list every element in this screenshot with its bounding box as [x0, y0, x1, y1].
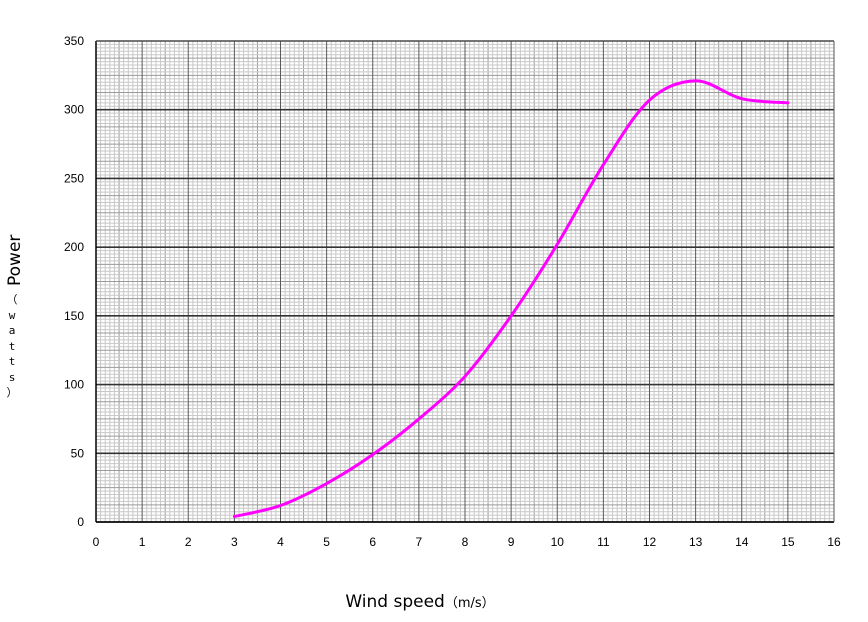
x-tick-label: 11 — [597, 535, 610, 549]
data-point — [786, 101, 790, 105]
y-tick-label: 100 — [64, 378, 84, 392]
x-tick-label: 16 — [827, 535, 841, 549]
x-tick-label: 8 — [462, 535, 469, 549]
data-point — [279, 504, 282, 507]
x-axis-title-text: Wind speed — [345, 592, 445, 612]
data-point — [509, 314, 513, 318]
x-axis-unit: （m/s） — [444, 596, 495, 611]
x-tick-labels: 0 1 2 3 4 5 6 7 8 9 10 11 12 13 14 15 16 — [93, 535, 841, 549]
y-axis-unit: （ w a t t s ） — [6, 293, 18, 399]
data-point — [371, 453, 374, 456]
y-tick-label: 0 — [77, 515, 84, 529]
y-tick-label: 300 — [64, 103, 84, 117]
data-point — [325, 482, 328, 485]
x-tick-label: 14 — [735, 535, 749, 549]
data-point — [694, 79, 697, 83]
x-tick-label: 4 — [277, 535, 284, 549]
data-point — [417, 417, 421, 421]
y-tick-label: 200 — [64, 240, 84, 254]
data-point — [233, 515, 236, 518]
y-axis-title-text: Power — [5, 234, 25, 286]
x-tick-label: 9 — [508, 535, 515, 549]
data-point — [602, 163, 605, 166]
x-axis-title: Wind speed（m/s） — [0, 592, 840, 612]
x-tick-label: 1 — [139, 535, 146, 549]
y-tick-label: 50 — [71, 446, 85, 460]
x-tick-label: 10 — [551, 535, 565, 549]
x-tick-label: 15 — [781, 535, 795, 549]
x-tick-label: 2 — [185, 535, 192, 549]
data-point — [463, 375, 467, 378]
axes — [95, 40, 835, 523]
y-tick-label: 150 — [64, 309, 84, 323]
x-tick-label: 13 — [689, 535, 703, 549]
data-point — [556, 243, 559, 246]
x-tick-label: 6 — [369, 535, 376, 549]
y-axis-title: Power — [4, 222, 26, 286]
x-tick-label: 12 — [643, 535, 657, 549]
x-tick-label: 3 — [231, 535, 238, 549]
series-group — [232, 79, 790, 519]
x-tick-label: 5 — [323, 535, 330, 549]
y-tick-label: 250 — [64, 171, 84, 185]
data-point — [648, 98, 651, 102]
y-tick-label: 350 — [64, 34, 84, 48]
data-point — [740, 97, 743, 100]
y-tick-labels: 0 50 100 150 200 250 300 350 — [64, 34, 84, 529]
x-tick-label: 0 — [93, 535, 100, 549]
x-tick-label: 7 — [416, 535, 423, 549]
